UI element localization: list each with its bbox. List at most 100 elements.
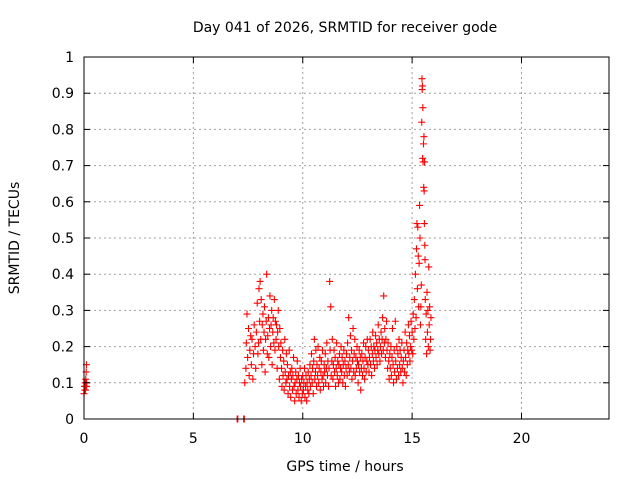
data-point — [287, 393, 295, 401]
data-point — [298, 390, 306, 398]
data-point — [381, 353, 389, 361]
data-point — [413, 220, 421, 228]
data-point — [413, 245, 420, 253]
data-point — [334, 357, 342, 365]
data-point — [325, 382, 333, 390]
data-point — [339, 379, 347, 387]
data-point — [399, 379, 407, 387]
data-point — [372, 332, 380, 340]
data-point — [390, 346, 398, 354]
data-point — [403, 339, 411, 347]
data-point — [243, 310, 251, 318]
data-point — [267, 343, 275, 351]
data-point — [254, 350, 262, 358]
data-point — [341, 382, 349, 390]
data-point — [298, 375, 306, 383]
data-point — [274, 328, 282, 336]
y-axis-tick-labels: 0 0.1 0.2 0.3 0.4 0.5 0.6 0.7 0.8 0.9 1 — [52, 50, 74, 428]
data-point — [374, 321, 382, 329]
data-point — [255, 285, 263, 293]
data-point — [271, 317, 279, 325]
data-point — [252, 364, 260, 372]
data-point — [420, 220, 428, 228]
data-point — [337, 343, 345, 351]
data-point — [249, 375, 257, 383]
data-point — [304, 368, 312, 376]
data-point — [248, 335, 256, 343]
data-point — [309, 390, 317, 398]
data-point — [246, 346, 254, 354]
y-tick-label: 0 — [65, 412, 74, 428]
data-point — [383, 317, 391, 325]
data-point — [328, 357, 336, 365]
data-point — [387, 372, 395, 380]
axis-ticks — [83, 56, 609, 420]
data-point — [274, 306, 282, 314]
data-point — [416, 321, 424, 329]
data-point — [351, 335, 359, 343]
data-point — [383, 346, 391, 354]
data-point — [413, 285, 421, 293]
y-tick-label: 0.7 — [52, 159, 74, 175]
data-point — [346, 332, 354, 340]
data-point — [410, 335, 418, 343]
data-point — [263, 270, 271, 278]
data-point — [350, 350, 358, 358]
data-point — [391, 317, 399, 325]
data-point — [280, 386, 288, 394]
data-point — [368, 372, 376, 380]
data-point — [301, 364, 308, 372]
data-point — [258, 321, 266, 329]
data-point — [379, 314, 387, 322]
data-point — [292, 390, 300, 398]
data-point — [396, 361, 404, 369]
data-point — [282, 379, 290, 387]
data-point — [261, 368, 269, 376]
data-point — [368, 350, 376, 358]
y-tick-label: 0.6 — [52, 195, 74, 211]
data-point — [315, 364, 323, 372]
data-point — [423, 288, 431, 296]
data-point — [366, 335, 374, 343]
data-point — [260, 328, 268, 336]
data-point — [382, 335, 390, 343]
data-point — [407, 343, 415, 351]
data-point — [328, 335, 336, 343]
data-point — [408, 346, 416, 354]
x-tick-label: 15 — [403, 431, 421, 447]
data-point — [344, 339, 352, 347]
data-point — [424, 306, 432, 314]
data-point — [399, 357, 407, 365]
data-point — [386, 350, 394, 358]
data-point — [356, 368, 364, 376]
y-tick-label: 1 — [65, 50, 74, 66]
data-point — [421, 256, 429, 264]
data-point — [307, 372, 315, 380]
data-point — [406, 332, 413, 340]
data-point — [401, 328, 409, 336]
data-point — [242, 339, 250, 347]
data-point — [321, 368, 329, 376]
data-point — [308, 350, 315, 358]
data-point — [321, 350, 329, 358]
data-point — [247, 332, 255, 340]
data-point — [270, 339, 278, 347]
data-point — [364, 346, 372, 354]
data-point — [338, 353, 346, 361]
data-point — [350, 368, 358, 376]
data-point — [252, 328, 260, 336]
data-point — [332, 382, 340, 390]
data-point — [415, 259, 423, 267]
data-point — [358, 350, 366, 358]
data-point — [279, 346, 287, 354]
data-point — [327, 303, 335, 311]
data-point — [427, 314, 435, 322]
data-point — [376, 343, 384, 351]
data-point — [308, 379, 316, 387]
data-point — [427, 335, 434, 343]
data-point — [291, 397, 299, 405]
data-markers — [80, 75, 435, 423]
data-point — [363, 357, 371, 365]
data-point — [272, 335, 280, 343]
data-point — [420, 133, 428, 141]
